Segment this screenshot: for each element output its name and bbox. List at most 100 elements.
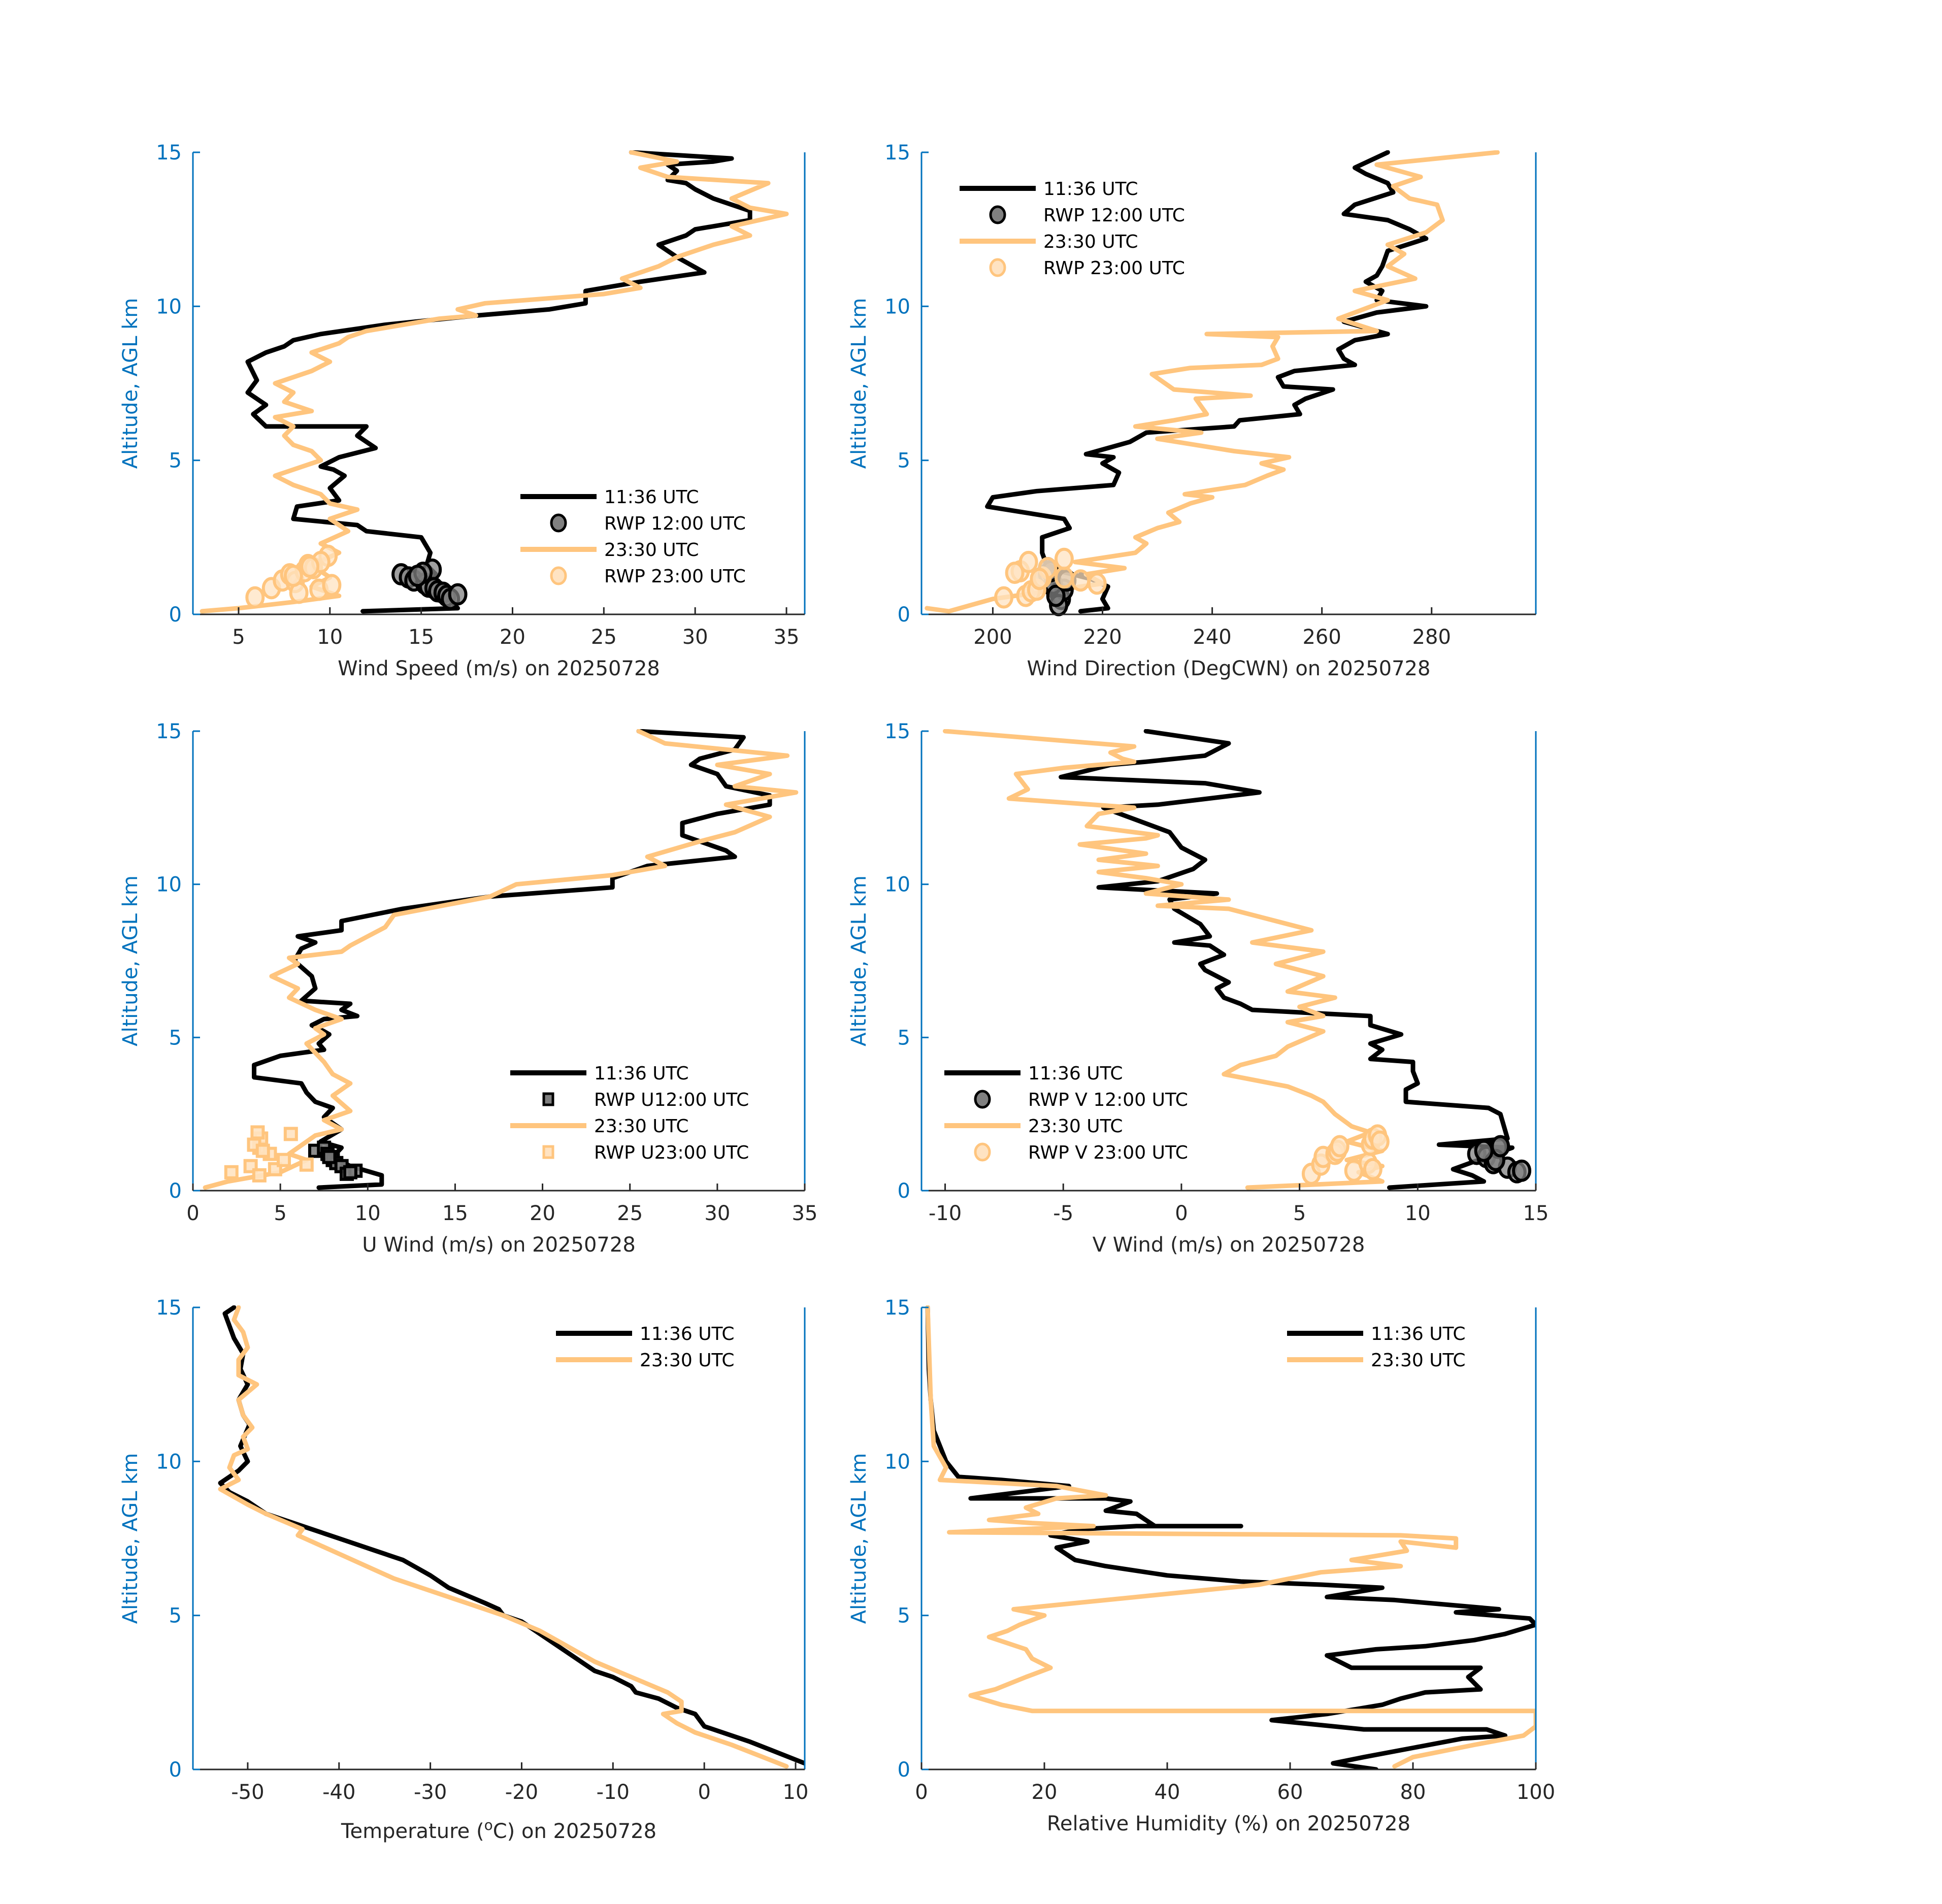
y-tick-label: 15 — [884, 720, 910, 743]
legend-label: 23:30 UTC — [604, 540, 699, 561]
chart-v-wind: 0 5 10 15 -10 -5 0 5 10 15 V Wind (m/s) on 2025072… — [847, 720, 1549, 1257]
legend-label: RWP V 12:00 UTC — [1028, 1090, 1188, 1110]
rwp-marker — [1363, 1158, 1383, 1180]
x-tick-label: 0 — [915, 1781, 928, 1804]
y-tick-label: 5 — [898, 1026, 910, 1049]
x-tick-label: 30 — [682, 626, 708, 649]
chart-temperature: 0 5 10 15 -50 -40 -30 -20 -10 0 10 Temperature (oC)… — [119, 1296, 808, 1843]
rwp-marker — [283, 565, 303, 587]
x-tick-label: 30 — [704, 1202, 730, 1225]
legend-label: 11:36 UTC — [640, 1324, 735, 1344]
y-axis-label: Altitude, AGL km — [847, 875, 871, 1046]
legend-swatch-marker — [550, 513, 567, 533]
x-tick-label: 10 — [783, 1781, 809, 1804]
legend-label: 11:36 UTC — [594, 1063, 689, 1084]
x-tick-label: 0 — [1175, 1202, 1188, 1225]
legend: 11:36 UTC RWP 12:00 UTC 23:30 UTC RWP 23:00… — [960, 179, 1185, 279]
legend-label: 11:36 UTC — [1043, 179, 1138, 200]
y-tick-label: 10 — [884, 1450, 910, 1473]
legend-swatch-marker — [542, 1092, 554, 1106]
y-tick-label: 5 — [169, 1604, 182, 1628]
x-tick-label: 20 — [500, 626, 525, 649]
x-tick-label: 100 — [1517, 1781, 1555, 1804]
chart-u-wind: 0 5 10 15 0 5 10 15 20 25 30 35 U Wind (m/s) on 2025… — [119, 720, 817, 1257]
x-tick-label: -10 — [597, 1781, 630, 1804]
rwp-marker — [343, 1165, 357, 1179]
y-tick-label: 5 — [898, 1604, 910, 1628]
legend: 11:36 UTC 23:30 UTC — [556, 1324, 735, 1371]
series-line-11-36-utc — [245, 150, 752, 614]
y-tick-label: 0 — [898, 603, 910, 627]
rwp-marker — [448, 583, 468, 606]
y-tick-label: 10 — [156, 1450, 182, 1473]
x-axis-label: Wind Speed (m/s) on 20250728 — [338, 657, 660, 680]
y-tick-label: 15 — [156, 1296, 182, 1320]
x-tick-label: 0 — [698, 1781, 710, 1804]
chart-wind-speed: 0 5 10 15 5 10 15 20 25 30 35 Wind Speed (m/s) on 2… — [119, 141, 806, 680]
x-tick-label: 280 — [1412, 626, 1451, 649]
y-tick-label: 10 — [156, 295, 182, 318]
series-line-23-30-utc — [925, 1305, 1536, 1769]
legend-label: 23:30 UTC — [1371, 1350, 1466, 1371]
x-axis-label: V Wind (m/s) on 20250728 — [1093, 1233, 1365, 1257]
rwp-marker — [1054, 547, 1074, 570]
x-tick-label: 10 — [317, 626, 343, 649]
x-tick-label: 220 — [1083, 626, 1122, 649]
chart-relative-humidity: 0 5 10 15 0 20 40 60 80 100 Relative Humidity (%) … — [847, 1296, 1555, 1835]
legend-label: RWP U23:00 UTC — [594, 1142, 749, 1163]
rwp-marker — [1054, 566, 1074, 589]
rwp-marker — [1491, 1135, 1510, 1158]
chart-wind-direction: 0 5 10 15 200 220 240 260 280 Wind Direction (Deg… — [847, 141, 1537, 680]
x-tick-label: 80 — [1400, 1781, 1426, 1804]
y-tick-label: 10 — [884, 873, 910, 897]
x-tick-label: 15 — [408, 626, 434, 649]
legend: 11:36 UTC RWP 12:00 UTC 23:30 UTC RWP 23:00… — [520, 487, 746, 587]
x-tick-label: 20 — [530, 1202, 555, 1225]
legend-label: 23:30 UTC — [594, 1116, 689, 1137]
rwp-marker — [1046, 584, 1066, 607]
x-tick-label: -5 — [1053, 1202, 1073, 1225]
y-tick-label: 5 — [169, 1026, 182, 1049]
rwp-marker — [1087, 572, 1107, 595]
rwp-marker — [1030, 568, 1049, 590]
rwp-marker — [994, 586, 1014, 609]
y-axis-label: Altitude, AGL km — [847, 298, 871, 469]
rwp-marker — [252, 1168, 267, 1183]
series-line-11-36-utc — [925, 1305, 1536, 1769]
rwp-marker — [1071, 569, 1091, 592]
rwp-marker — [245, 586, 265, 609]
x-tick-label: 260 — [1302, 626, 1341, 649]
legend: 11:36 UTC 23:30 UTC — [1287, 1324, 1466, 1371]
y-tick-label: 5 — [898, 449, 910, 473]
y-tick-label: 15 — [884, 1296, 910, 1320]
rwp-marker — [1330, 1135, 1349, 1158]
y-tick-label: 5 — [169, 449, 182, 473]
series-line-11-36-utc — [252, 729, 772, 1190]
series-line-23-30-utc — [218, 1305, 789, 1769]
series-line-23-30-utc — [943, 729, 1385, 1190]
rwp-marker — [1018, 550, 1038, 573]
y-tick-label: 0 — [169, 1179, 182, 1203]
x-axis-label: Wind Direction (DegCWN) on 20250728 — [1027, 657, 1431, 680]
rwp-marker — [299, 1157, 314, 1172]
legend-label: 11:36 UTC — [1371, 1324, 1466, 1344]
x-tick-label: 0 — [186, 1202, 199, 1225]
x-axis-label: Temperature (oC) on 20250728 — [341, 1817, 656, 1843]
legend-label: 23:30 UTC — [1028, 1116, 1123, 1137]
rwp-marker — [322, 574, 342, 597]
rwp-marker — [1474, 1139, 1494, 1162]
legend-swatch-marker — [974, 1142, 991, 1162]
x-tick-label: 15 — [1523, 1202, 1549, 1225]
y-tick-label: 15 — [156, 720, 182, 743]
x-tick-label: 200 — [973, 626, 1012, 649]
legend-label: 23:30 UTC — [640, 1350, 735, 1371]
y-tick-label: 0 — [898, 1179, 910, 1203]
legend-label: RWP V 23:00 UTC — [1028, 1142, 1188, 1163]
x-axis-label: Relative Humidity (%) on 20250728 — [1047, 1812, 1410, 1835]
x-tick-label: 240 — [1193, 626, 1231, 649]
rwp-marker — [283, 1127, 298, 1141]
rwp-marker — [322, 1150, 337, 1164]
legend-label: 11:36 UTC — [1028, 1063, 1123, 1084]
rwp-marker — [277, 1153, 291, 1167]
